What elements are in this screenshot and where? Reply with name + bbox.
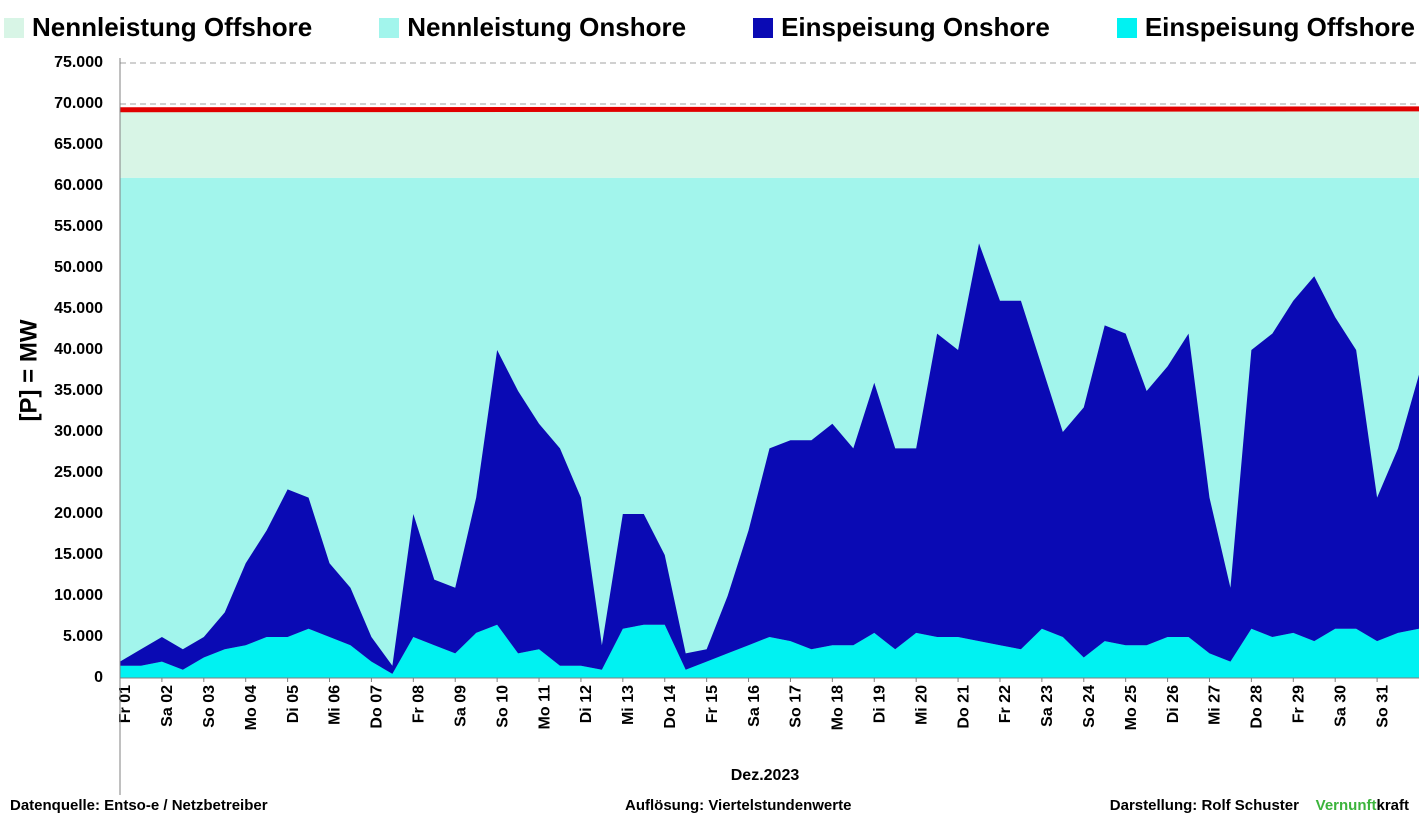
- x-tick-label: Di 12: [578, 685, 595, 723]
- legend-label: Nennleistung Offshore: [32, 12, 313, 42]
- x-tick-label: Fr 01: [117, 685, 134, 723]
- x-tick-label: Mi 13: [620, 685, 637, 725]
- x-tick-label: So 03: [201, 685, 218, 728]
- capacity-line: [119, 106, 1419, 113]
- x-tick-label: Sa 09: [452, 685, 469, 727]
- x-tick-label: Mo 04: [243, 685, 260, 730]
- author-note: Darstellung: Rolf Schuster Vernunftkraft: [1110, 797, 1409, 814]
- area: [120, 243, 1419, 674]
- x-tick-label: Di 26: [1165, 685, 1182, 723]
- x-tick-label: Sa 16: [746, 685, 763, 727]
- areas: [119, 106, 1419, 679]
- x-tick-label: Fr 15: [704, 685, 721, 723]
- y-tick-label: 45.000: [54, 300, 103, 317]
- legend-label: Nennleistung Onshore: [407, 12, 687, 42]
- x-tick-label: Do 14: [662, 685, 679, 729]
- x-tick-label: Di 19: [871, 685, 888, 723]
- y-tick-label: 5.000: [63, 628, 103, 645]
- x-tick-label: Mi 06: [327, 685, 344, 725]
- x-tick-label: Do 28: [1249, 685, 1266, 729]
- brand-part: Vernunft: [1315, 797, 1377, 814]
- x-tick-label: Mo 11: [536, 685, 553, 730]
- x-tick-label: Mo 25: [1123, 685, 1140, 730]
- legend: Nennleistung Offshore Nennleistung Onshor…: [0, 12, 1419, 43]
- legend-item: Nennleistung Onshore: [379, 12, 686, 43]
- legend-item: Nennleistung Offshore: [4, 12, 312, 43]
- x-tick-label: So 17: [788, 685, 805, 728]
- x-tick-label: So 10: [494, 685, 511, 728]
- x-tick-label: Fr 08: [411, 685, 428, 723]
- y-tick-label: 0: [94, 669, 103, 686]
- x-tick-label: So 31: [1374, 685, 1391, 728]
- x-tick-label: Do 21: [955, 685, 972, 729]
- y-tick-label: 10.000: [54, 587, 103, 604]
- resolution-note: Auflösung: Viertelstundenwerte: [625, 797, 852, 814]
- y-tick-label: 30.000: [54, 423, 103, 440]
- axes: 0 5.000 10.000 15.000 20.000 25.000 30.000 35.0…: [15, 54, 1419, 795]
- x-tick-label: Mo 18: [830, 685, 847, 730]
- y-tick-label: 25.000: [54, 464, 103, 481]
- x-tick-label: Fr 22: [997, 685, 1014, 723]
- y-tick-label: 75.000: [54, 54, 103, 71]
- x-tick-label: So 24: [1081, 685, 1098, 728]
- y-tick-label: 40.000: [54, 341, 103, 358]
- x-tick-label: Di 05: [285, 685, 302, 723]
- source-note: Datenquelle: Entso-e / Netzbetreiber: [10, 797, 268, 814]
- legend-item: Einspeisung Offshore: [1116, 12, 1415, 43]
- x-tick-label: Sa 02: [159, 685, 176, 727]
- x-tick-label: Mi 27: [1207, 685, 1224, 725]
- y-tick-label: 50.000: [54, 259, 103, 276]
- x-tick-label: Do 07: [369, 685, 386, 729]
- legend-swatch: [1116, 17, 1137, 38]
- legend-label: Einspeisung Onshore: [781, 12, 1050, 42]
- author: Darstellung: Rolf Schuster: [1109, 797, 1299, 814]
- legend-swatch: [4, 17, 24, 38]
- y-tick-label: 35.000: [54, 382, 103, 399]
- y-tick-label: 65.000: [54, 136, 103, 153]
- brand-part: kraft: [1376, 797, 1409, 814]
- legend-label: Einspeisung Offshore: [1144, 12, 1415, 42]
- area: [120, 108, 1419, 178]
- legend-item: Einspeisung Onshore: [753, 12, 1050, 43]
- y-tick-label: 15.000: [54, 546, 103, 563]
- y-tick-label: 70.000: [54, 95, 103, 112]
- x-tick-label: Mi 20: [913, 685, 930, 725]
- x-tick-label: Sa 30: [1332, 685, 1349, 727]
- x-axis-title: Dez.2023: [731, 767, 800, 784]
- legend-swatch: [379, 17, 400, 38]
- x-tick-label: Fr 29: [1291, 685, 1308, 723]
- area: [120, 624, 1419, 678]
- y-axis-title: [P] = MW: [15, 319, 42, 421]
- y-tick-label: 55.000: [54, 218, 103, 235]
- y-tick-label: 20.000: [54, 505, 103, 522]
- y-tick-label: 60.000: [54, 177, 103, 194]
- x-tick-label: Sa 23: [1039, 685, 1056, 727]
- legend-swatch: [753, 17, 774, 38]
